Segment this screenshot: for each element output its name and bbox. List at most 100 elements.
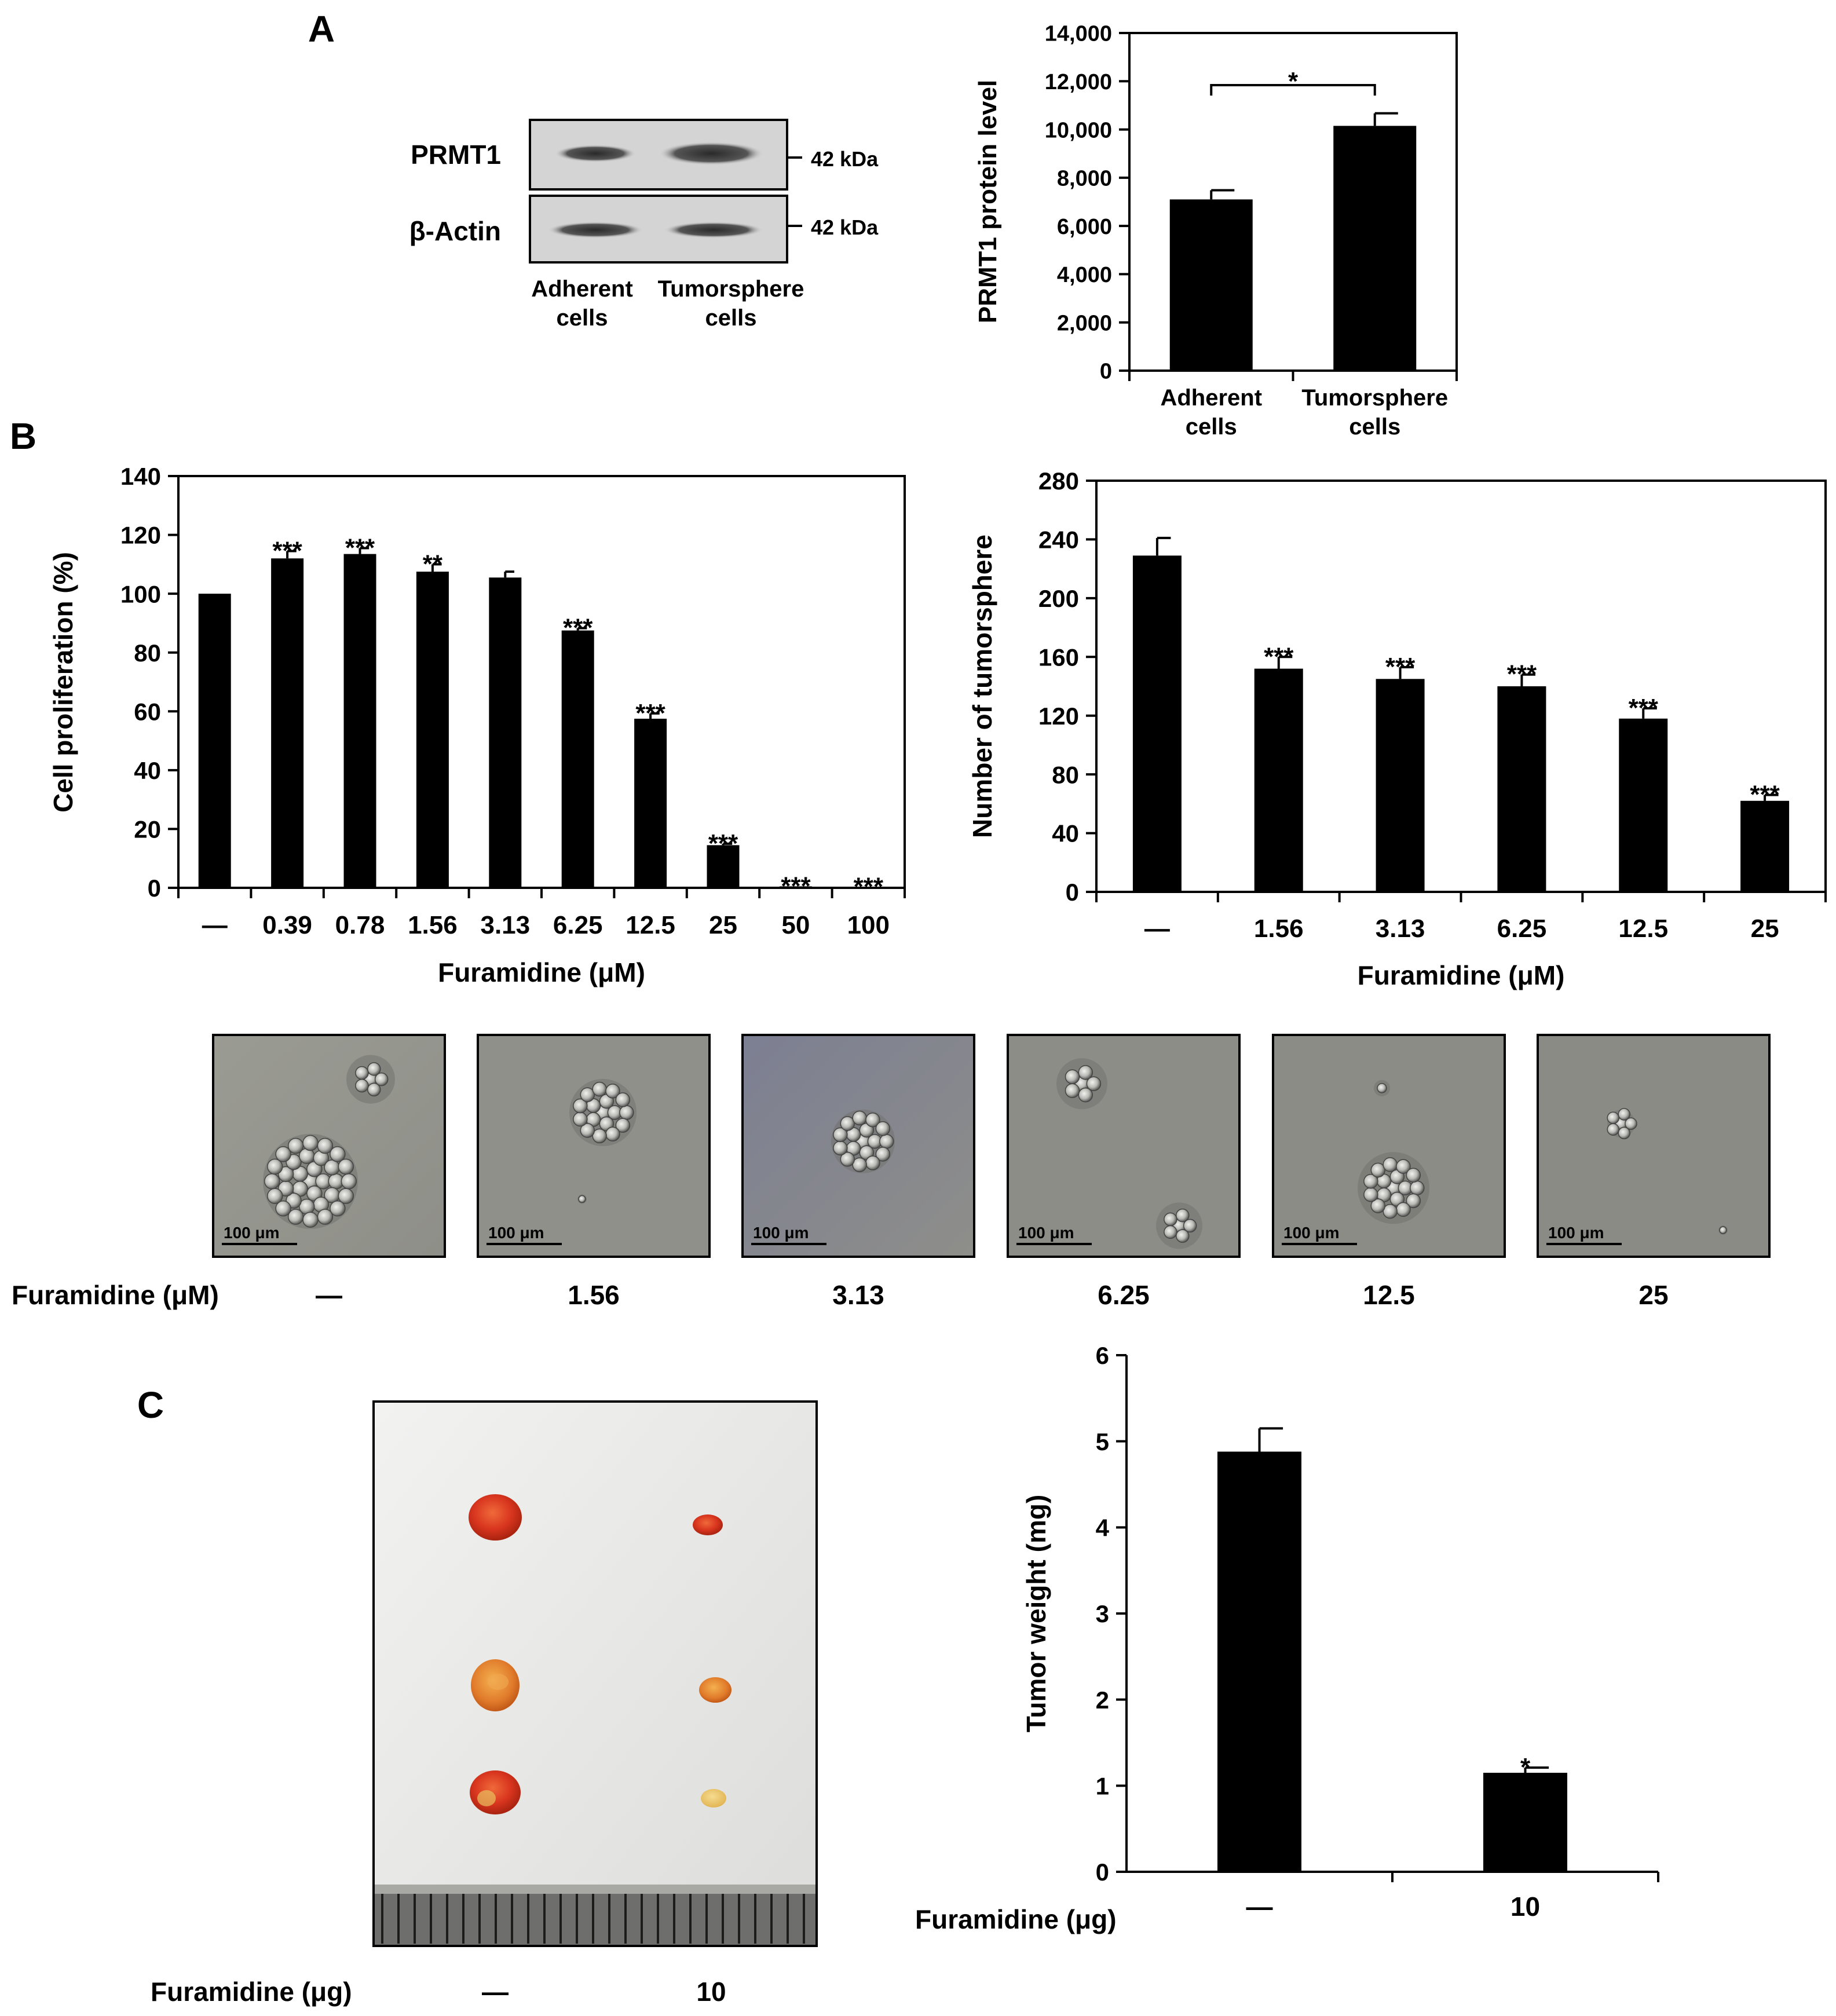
cell [833,1127,848,1143]
cell [264,1173,280,1190]
spheroid [1156,1202,1202,1249]
bar [1619,718,1668,892]
tumor-control-3 [470,1770,521,1814]
significance-mark: *** [1629,694,1659,722]
significance-mark: *** [272,537,302,565]
cell [1183,1219,1197,1233]
blot-label-actin: β-Actin [409,216,501,246]
cell [1396,1202,1411,1217]
x-category-label: 25 [1751,914,1779,943]
bar [1254,668,1303,892]
cell [374,1072,389,1086]
significance-mark: *** [1750,781,1780,809]
micrograph-condition-label: — [316,1280,342,1310]
x-category-label: 12.5 [626,911,675,939]
significance-mark: *** [1264,642,1294,671]
y-tick-label: 60 [134,698,161,725]
cell [1377,1083,1387,1093]
cell [605,1084,620,1099]
x-category-label: 50 [781,911,810,939]
cell [1065,1083,1080,1099]
y-tick-label: 120 [1038,703,1079,730]
x-category-label: 100 [847,911,890,939]
cell [1607,1123,1619,1136]
x-category-label: 3.13 [480,911,530,939]
blot-band [548,222,643,238]
photo-frame [372,1400,818,1947]
significance-mark: * [1520,1753,1531,1781]
cell [592,1081,607,1097]
y-tick-label: 80 [134,639,161,667]
cell [1406,1168,1421,1183]
micrograph-6: 100 μm [1537,1034,1771,1258]
bar [489,577,522,888]
western-blot: PRMT1 β-Actin 42 kDa 42 kDa Adherent cel… [409,119,879,331]
scalebar-label: 100 μm [753,1224,809,1242]
x-category-label: 6.25 [553,911,603,939]
cell [1625,1117,1637,1130]
cell [1078,1065,1093,1080]
photo-axis-label: Furamidine (μg) [151,1977,352,2007]
cell [833,1140,848,1156]
x-category-label: — [202,911,228,939]
lane-label-tumorsphere-2: cells [705,305,757,331]
tumor-treated-2 [699,1677,732,1703]
micrograph-condition-label: 12.5 [1363,1280,1415,1310]
bar [1376,679,1425,892]
scalebar-label: 100 μm [1548,1224,1604,1242]
y-tick-label: 14,000 [1045,22,1112,46]
x-axis-label: Furamidine (μM) [438,957,645,987]
x-category-label: 1.56 [1254,914,1304,943]
cell [1618,1126,1631,1140]
tumor-photo [372,1400,818,1947]
x-category-label: 12.5 [1618,914,1668,943]
cell [341,1173,357,1190]
cell [330,1200,346,1217]
y-tick-label: 5 [1096,1428,1109,1455]
scalebar-label: 100 μm [488,1224,544,1242]
panel-letter-a: A [308,8,335,50]
y-tick-label: 2,000 [1057,311,1112,335]
cell [852,1157,867,1172]
x-axis-label: Furamidine (μM) [1358,960,1565,990]
spheroid [263,1133,358,1229]
cell [317,1137,334,1154]
significance-mark: * [1288,67,1299,96]
micrograph-condition-label: 3.13 [832,1280,884,1310]
y-tick-label: 1 [1096,1772,1109,1799]
chart-tumor-weight: 0 1 2 3 4 5 6 * — 10 Furamidine (μg) Tumor weight (… [915,1342,1659,1934]
micrograph-condition-label: 25 [1638,1280,1668,1310]
y-tick-label: 12,000 [1045,70,1112,94]
lane-label-adherent-2: cells [557,305,608,331]
cell [1618,1108,1631,1121]
cell [615,1092,631,1107]
x-category-label: cells [1186,414,1237,440]
cell [302,1212,319,1228]
bar [416,572,449,888]
cell [266,1158,283,1175]
cell [367,1082,381,1097]
cell [287,1209,304,1225]
y-tick-label: 80 [1052,761,1079,788]
bar [271,558,304,888]
cell [578,1195,586,1203]
y-axis-label: Cell proliferation (%) [48,552,78,813]
cell [275,1200,291,1217]
bar [707,845,740,888]
tumor-control-1 [469,1494,522,1541]
y-tick-label: 140 [120,463,161,490]
bar [779,886,812,888]
micrograph-3: 100 μm [741,1034,975,1258]
cell [592,1128,607,1144]
scalebar-label: 100 μm [1283,1224,1340,1242]
x-category-label: 3.13 [1376,914,1425,943]
cell [277,1166,294,1183]
y-tick-label: 6,000 [1057,215,1112,239]
y-tick-label: 40 [134,757,161,784]
x-category-label: 0.78 [335,911,385,939]
scalebar-label: 100 μm [1018,1224,1074,1242]
cell [1363,1187,1378,1202]
tumor-treated-3 [701,1789,726,1808]
